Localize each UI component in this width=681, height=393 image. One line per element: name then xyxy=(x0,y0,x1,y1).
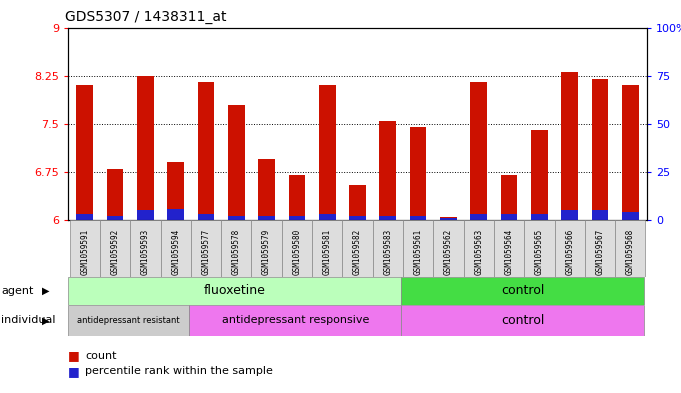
Bar xyxy=(501,175,518,220)
Bar xyxy=(531,214,548,220)
Bar xyxy=(68,305,189,336)
Bar xyxy=(554,220,585,277)
Bar xyxy=(471,214,487,220)
Text: control: control xyxy=(501,284,544,298)
Bar xyxy=(258,159,275,220)
Bar xyxy=(524,220,554,277)
Text: GSM1059567: GSM1059567 xyxy=(595,229,605,275)
Bar xyxy=(76,214,93,220)
Text: control: control xyxy=(501,314,544,327)
Bar xyxy=(137,211,154,220)
Bar xyxy=(531,130,548,220)
Text: GSM1059583: GSM1059583 xyxy=(383,229,392,275)
Text: agent: agent xyxy=(1,286,34,296)
Bar xyxy=(464,220,494,277)
Text: ■: ■ xyxy=(68,365,80,378)
Text: GSM1059581: GSM1059581 xyxy=(323,229,332,275)
Bar xyxy=(403,220,433,277)
Bar xyxy=(168,209,184,220)
Text: GSM1059561: GSM1059561 xyxy=(413,229,423,275)
Text: ▶: ▶ xyxy=(42,315,49,325)
Text: GSM1059565: GSM1059565 xyxy=(535,229,544,275)
Bar xyxy=(107,216,123,220)
Bar xyxy=(440,217,457,220)
Bar xyxy=(251,220,282,277)
Bar xyxy=(319,214,336,220)
Bar xyxy=(561,211,578,220)
Text: GSM1059579: GSM1059579 xyxy=(262,229,271,275)
Text: individual: individual xyxy=(1,315,56,325)
Bar xyxy=(319,85,336,220)
Text: GSM1059592: GSM1059592 xyxy=(110,229,120,275)
Bar xyxy=(622,212,639,220)
Text: percentile rank within the sample: percentile rank within the sample xyxy=(85,366,273,376)
Text: GDS5307 / 1438311_at: GDS5307 / 1438311_at xyxy=(65,10,227,24)
Bar xyxy=(221,220,251,277)
Bar xyxy=(585,220,615,277)
Text: GSM1059582: GSM1059582 xyxy=(353,229,362,275)
Bar xyxy=(615,220,646,277)
Text: antidepressant resistant: antidepressant resistant xyxy=(78,316,180,325)
Bar xyxy=(289,175,305,220)
Text: antidepressant responsive: antidepressant responsive xyxy=(222,315,369,325)
Bar xyxy=(137,76,154,220)
Bar xyxy=(228,105,244,220)
Bar xyxy=(349,216,366,220)
Bar xyxy=(592,79,608,220)
Text: GSM1059580: GSM1059580 xyxy=(292,229,302,275)
Bar xyxy=(402,305,644,336)
Bar xyxy=(622,85,639,220)
Bar xyxy=(592,211,608,220)
Text: GSM1059577: GSM1059577 xyxy=(202,229,210,275)
Bar xyxy=(501,214,518,220)
Text: ▶: ▶ xyxy=(42,286,49,296)
Text: GSM1059566: GSM1059566 xyxy=(565,229,574,275)
Bar xyxy=(402,277,644,305)
Text: GSM1059564: GSM1059564 xyxy=(505,229,513,275)
Bar xyxy=(410,127,426,220)
Bar xyxy=(561,72,578,220)
Bar xyxy=(379,121,396,220)
Bar xyxy=(69,220,100,277)
Bar xyxy=(379,216,396,220)
Bar xyxy=(440,218,457,220)
Bar xyxy=(282,220,312,277)
Bar xyxy=(258,216,275,220)
Bar xyxy=(76,85,93,220)
Bar xyxy=(189,305,402,336)
Bar xyxy=(433,220,464,277)
Bar xyxy=(161,220,191,277)
Bar xyxy=(107,169,123,220)
Bar xyxy=(289,216,305,220)
Bar xyxy=(228,216,244,220)
Bar xyxy=(312,220,343,277)
Bar xyxy=(130,220,161,277)
Text: GSM1059593: GSM1059593 xyxy=(141,229,150,275)
Bar xyxy=(349,185,366,220)
Text: count: count xyxy=(85,351,116,361)
Bar xyxy=(197,82,215,220)
Text: ■: ■ xyxy=(68,349,80,362)
Bar xyxy=(100,220,130,277)
Bar xyxy=(168,162,184,220)
Text: GSM1059594: GSM1059594 xyxy=(171,229,180,275)
Bar xyxy=(410,216,426,220)
Text: fluoxetine: fluoxetine xyxy=(204,284,266,298)
Text: GSM1059591: GSM1059591 xyxy=(80,229,89,275)
Bar xyxy=(191,220,221,277)
Text: GSM1059568: GSM1059568 xyxy=(626,229,635,275)
Text: GSM1059563: GSM1059563 xyxy=(474,229,484,275)
Text: GSM1059578: GSM1059578 xyxy=(232,229,241,275)
Bar xyxy=(197,214,215,220)
Bar xyxy=(373,220,403,277)
Bar xyxy=(471,82,487,220)
Bar xyxy=(68,277,402,305)
Text: GSM1059562: GSM1059562 xyxy=(444,229,453,275)
Bar xyxy=(494,220,524,277)
Bar xyxy=(343,220,373,277)
